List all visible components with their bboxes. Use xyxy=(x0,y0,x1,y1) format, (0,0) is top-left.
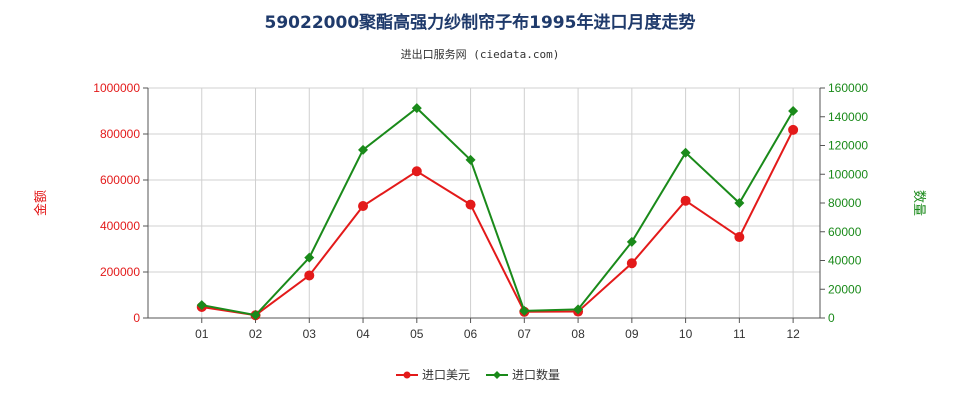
data-point xyxy=(304,270,315,281)
right-tick-label: 0 xyxy=(828,311,835,325)
right-tick-label: 120000 xyxy=(828,139,868,153)
legend-marker xyxy=(493,371,501,379)
x-tick-label: 02 xyxy=(249,327,263,341)
x-tick-label: 04 xyxy=(356,327,370,341)
data-point xyxy=(411,103,422,114)
data-point xyxy=(250,310,261,321)
x-tick-label: 10 xyxy=(679,327,693,341)
data-point xyxy=(196,300,207,311)
legend-label: 进口数量 xyxy=(512,367,560,382)
right-tick-label: 140000 xyxy=(828,110,868,124)
right-tick-label: 160000 xyxy=(828,81,868,95)
chart-title: 59022000聚酯高强力纱制帘子布1995年进口月度走势 xyxy=(264,13,696,33)
data-point xyxy=(358,200,369,211)
data-point xyxy=(411,166,422,177)
data-point xyxy=(465,199,476,210)
legend-marker xyxy=(403,371,411,379)
x-tick-label: 06 xyxy=(464,327,478,341)
data-point xyxy=(626,258,637,269)
data-point xyxy=(734,198,745,208)
x-tick-label: 01 xyxy=(195,327,209,341)
axes xyxy=(147,88,821,319)
legend: 进口美元 进口数量 xyxy=(396,367,560,382)
data-point xyxy=(680,147,691,158)
left-axis-label: 金额 xyxy=(33,190,49,216)
data-point xyxy=(734,232,745,243)
x-tick-label: 03 xyxy=(303,327,317,341)
x-tick-label: 08 xyxy=(571,327,585,341)
left-tick-label: 0 xyxy=(133,311,140,325)
data-point xyxy=(465,154,476,165)
right-axis-ticks: 0 20000 40000 60000 80000 100000 120000 140000 1… xyxy=(820,81,868,325)
right-axis-label: 数量 xyxy=(911,190,926,216)
data-point xyxy=(788,124,799,135)
data-point xyxy=(626,236,637,247)
data-point xyxy=(573,304,584,315)
x-tick-label: 07 xyxy=(518,327,532,341)
left-tick-label: 600000 xyxy=(100,173,140,187)
data-point xyxy=(788,106,799,116)
right-tick-label: 60000 xyxy=(828,225,862,239)
x-tick-label: 11 xyxy=(733,327,746,341)
right-tick-label: 40000 xyxy=(828,254,862,268)
data-point xyxy=(519,305,530,316)
x-tick-label: 12 xyxy=(786,327,800,341)
series-layer xyxy=(196,103,799,321)
right-tick-label: 20000 xyxy=(828,282,862,296)
chart-subtitle: 进出口服务网 (ciedata.com) xyxy=(400,48,560,61)
left-tick-label: 800000 xyxy=(100,127,140,141)
left-tick-label: 200000 xyxy=(100,265,140,279)
series-line-2 xyxy=(201,106,794,317)
x-axis-ticks: 01 02 03 04 05 06 07 08 09 10 11 12 xyxy=(195,318,800,341)
legend-label: 进口美元 xyxy=(422,368,470,382)
data-point xyxy=(304,252,315,263)
x-tick-label: 05 xyxy=(410,327,424,341)
left-tick-label: 1000000 xyxy=(93,81,140,95)
x-tick-label: 09 xyxy=(625,327,639,341)
data-point xyxy=(680,195,691,206)
right-tick-label: 80000 xyxy=(828,196,862,210)
grid-lines xyxy=(148,87,820,319)
series-line-1 xyxy=(201,129,795,317)
right-tick-label: 100000 xyxy=(828,167,868,181)
data-point xyxy=(358,144,369,155)
left-tick-label: 400000 xyxy=(100,219,140,233)
left-axis-ticks: 0 200000 400000 600000 800000 1000000 xyxy=(93,81,148,325)
